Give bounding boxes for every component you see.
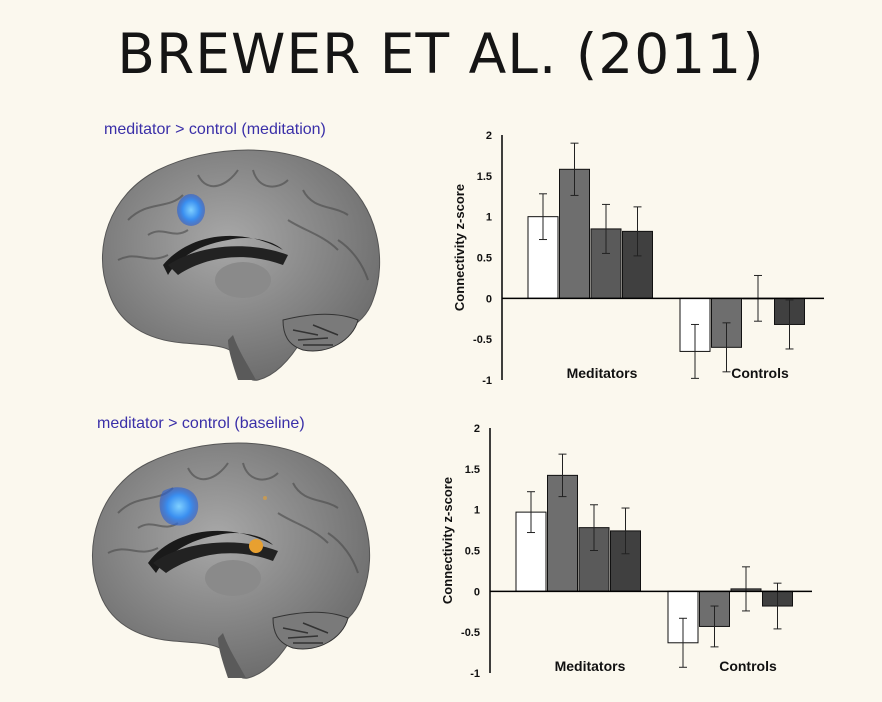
slide-title: BREWER ET AL. (2011) <box>117 22 765 86</box>
category-label: Controls <box>731 365 789 381</box>
y-tick-label: -0.5 <box>473 334 492 346</box>
chart-meditation: 2 1.5 1 0.5 0 -0.5 -1 Connectivity z-score Medit… <box>452 130 824 387</box>
y-tick-label: 0.5 <box>465 546 480 558</box>
category-label: Meditators <box>567 365 638 381</box>
category-label: Meditators <box>555 658 626 674</box>
y-tick-label: 2 <box>474 423 480 435</box>
brain-caption-meditation: meditator > control (meditation) <box>104 121 326 138</box>
y-tick-label: 1.5 <box>477 171 492 183</box>
brain-scan-image-baseline <box>91 442 371 679</box>
y-tick-label: -0.5 <box>461 627 480 639</box>
y-tick-label: 0 <box>474 586 480 598</box>
y-axis-label: Connectivity z-score <box>440 477 455 604</box>
category-label: Controls <box>719 658 777 674</box>
y-tick-label: -1 <box>470 668 480 680</box>
y-tick-label: 0 <box>486 293 492 305</box>
y-tick-label: 2 <box>486 130 492 142</box>
chart-baseline: 2 1.5 1 0.5 0 -0.5 -1 Connectivity z-score Medit… <box>440 423 812 680</box>
y-tick-label: 0.5 <box>477 253 492 265</box>
y-tick-label: 1 <box>486 212 492 224</box>
y-tick-label: -1 <box>482 375 492 387</box>
y-tick-label: 1.5 <box>465 464 480 476</box>
y-axis-label: Connectivity z-score <box>452 184 467 311</box>
brain-scan-image-meditation <box>101 149 381 381</box>
y-tick-label: 1 <box>474 505 480 517</box>
brain-caption-baseline: meditator > control (baseline) <box>97 415 305 432</box>
